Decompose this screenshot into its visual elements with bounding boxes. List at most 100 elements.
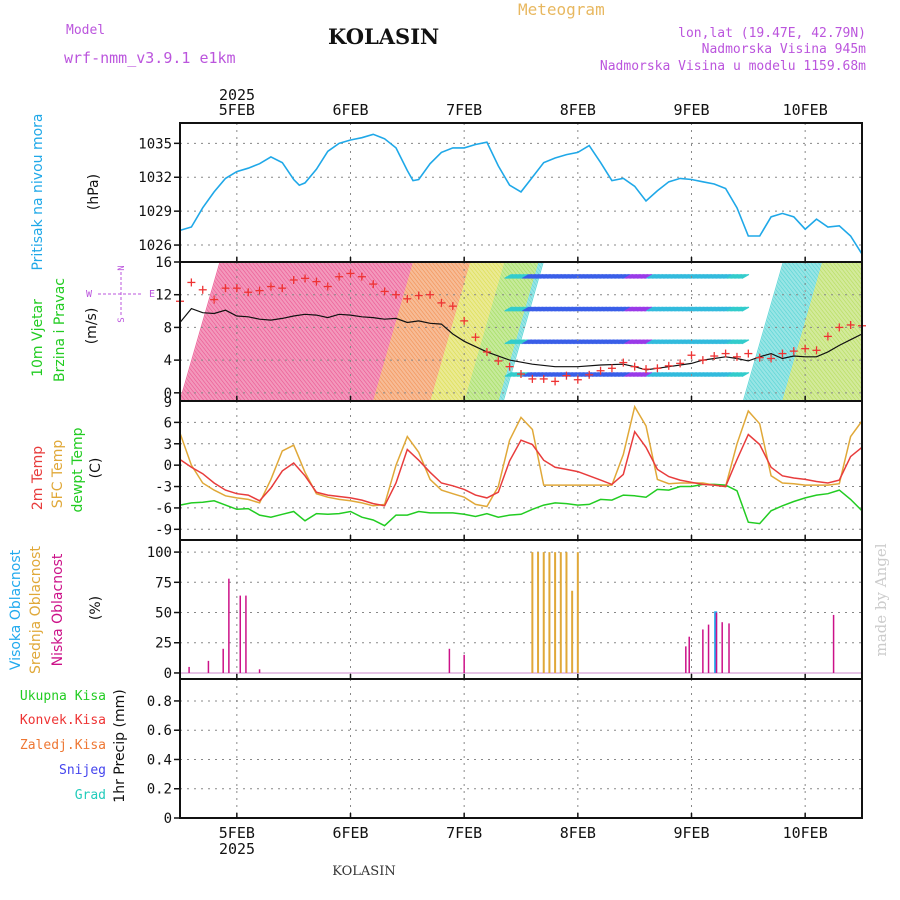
- wind-barb: [522, 371, 530, 377]
- wind-barb: [251, 262, 293, 401]
- wind-barb: [657, 306, 665, 312]
- wind-barb: [546, 306, 555, 312]
- wind-barb: [300, 262, 342, 401]
- wind-barb: [537, 306, 545, 312]
- wind-barb: [691, 339, 699, 345]
- wind-barb: [606, 339, 615, 345]
- wind-barb: [703, 306, 712, 312]
- wind-barb: [721, 273, 729, 279]
- wind-barb: [698, 371, 706, 377]
- wind-barb: [216, 262, 258, 401]
- wind-barb: [633, 339, 642, 345]
- wind-barb: [311, 262, 353, 401]
- wind-barb: [296, 262, 338, 401]
- wind-barb: [482, 262, 524, 401]
- wind-barb: [631, 306, 639, 312]
- wind-barb: [259, 262, 301, 401]
- wind-barb: [683, 306, 691, 312]
- wind-barb: [650, 371, 658, 377]
- wind-barb: [348, 262, 390, 401]
- wind-barb: [640, 339, 649, 345]
- wind-barb: [527, 371, 536, 377]
- wind-barb: [539, 371, 548, 377]
- gust-marker: [460, 316, 469, 325]
- wind-barb: [198, 262, 240, 401]
- wind-barb: [759, 262, 801, 401]
- wind-barb: [734, 371, 743, 377]
- wind-barb: [657, 273, 665, 279]
- wind-barb: [554, 306, 563, 312]
- wind-barb: [468, 262, 510, 401]
- wind-barb: [229, 262, 271, 401]
- wind-barb: [826, 275, 862, 401]
- wind-barb: [532, 339, 541, 345]
- temp-title-dew: dewpt Temp: [70, 427, 86, 512]
- wind-barb: [710, 306, 718, 312]
- wind-barb: [418, 262, 460, 401]
- wind-barb: [238, 262, 280, 401]
- wind-barb: [547, 306, 556, 312]
- wind-barb: [617, 273, 626, 279]
- wind-barb: [661, 306, 669, 312]
- wind-barb: [601, 339, 609, 345]
- wind-barb: [269, 262, 311, 401]
- wind-barb: [706, 273, 714, 279]
- wind-barb: [367, 262, 409, 401]
- wind-barb: [235, 262, 277, 401]
- wind-barb: [672, 339, 680, 345]
- wind-barb: [354, 262, 396, 401]
- wind-barb: [602, 306, 611, 312]
- wind-barb: [213, 262, 255, 401]
- wind-barb: [670, 273, 679, 279]
- wind-barb: [616, 339, 624, 345]
- wind-barb: [632, 371, 641, 377]
- wind-barb: [691, 371, 699, 377]
- model-label: Model: [66, 23, 105, 38]
- gust-marker: [619, 358, 628, 367]
- wind-barb: [744, 262, 786, 401]
- wind-barb: [643, 273, 652, 279]
- wind-barb: [779, 262, 821, 401]
- wind-barb: [560, 306, 568, 312]
- wind-barb: [232, 262, 274, 401]
- wind-barb: [614, 306, 623, 312]
- wind-barb: [676, 306, 684, 312]
- wind-barb: [205, 262, 247, 401]
- wind-barb: [722, 339, 731, 345]
- wind-barb: [371, 262, 413, 401]
- wind-barb: [742, 262, 784, 401]
- wind-barb: [714, 371, 722, 377]
- wind-barb: [580, 371, 589, 377]
- wind-barb: [586, 306, 594, 312]
- wind-barb: [290, 262, 331, 401]
- precip-title: 1hr Precip (mm): [112, 689, 128, 802]
- wind-barb: [722, 371, 731, 377]
- wind-barb: [655, 371, 664, 377]
- wind-barb: [206, 262, 248, 401]
- wind-barb: [706, 339, 714, 345]
- wind-barb: [538, 273, 547, 279]
- wind-barb: [190, 262, 232, 401]
- wind-barb: [577, 306, 586, 312]
- wind-barb: [597, 273, 605, 279]
- wind-barb: [405, 262, 447, 401]
- wind-barb: [461, 262, 503, 401]
- wind-barb: [501, 262, 543, 401]
- wind-barb: [644, 273, 653, 279]
- wind-barb: [672, 371, 680, 377]
- wind-barb: [713, 306, 721, 312]
- pressure-unit: (hPa): [86, 174, 102, 210]
- wind-barb: [639, 339, 647, 345]
- wind-barb: [577, 273, 586, 279]
- wind-barb: [623, 371, 631, 377]
- gust-marker: [835, 323, 844, 332]
- wind-barb: [728, 273, 736, 279]
- wind-barb: [648, 339, 657, 345]
- wind-barb: [508, 273, 517, 279]
- wind-barb: [737, 306, 746, 312]
- station-title: KOLASIN: [328, 24, 439, 49]
- y-tick-label: 16: [155, 255, 172, 271]
- wind-barb: [528, 371, 537, 377]
- wind-barb: [502, 262, 544, 401]
- wind-barb: [828, 285, 862, 401]
